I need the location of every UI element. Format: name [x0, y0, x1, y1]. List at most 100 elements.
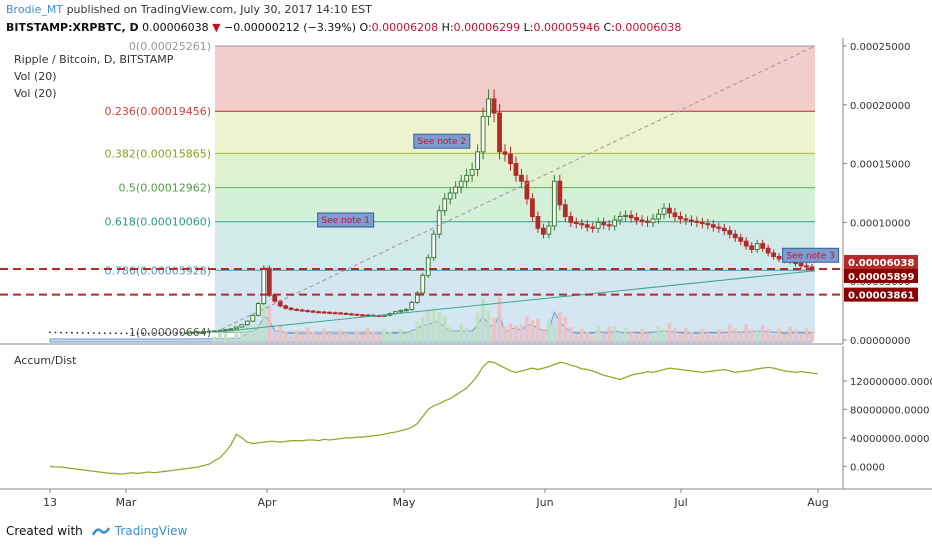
time-tick-label: Jun: [535, 496, 553, 509]
low-label: L:: [523, 21, 534, 34]
candle-body: [447, 192, 453, 200]
candle-body: [716, 226, 722, 229]
change-arrow-icon: ▼: [212, 21, 221, 34]
fib-zone: [215, 111, 815, 154]
candle-body: [584, 224, 590, 228]
volume-bar: [656, 326, 661, 342]
time-tick-label: 13: [43, 496, 57, 509]
candle-body: [551, 180, 557, 227]
candle-body: [645, 220, 650, 223]
volume-bar: [585, 331, 590, 342]
author-link[interactable]: Brodie_MT: [6, 3, 64, 16]
volume-bar: [464, 328, 469, 342]
candle-body: [316, 311, 322, 314]
volume-bar: [519, 324, 524, 342]
note-label: See note 2: [418, 137, 467, 147]
price-tick-label: 0.00015000: [850, 160, 910, 171]
candle-body: [535, 216, 541, 229]
volume-bar: [283, 331, 288, 342]
candle-body: [244, 320, 250, 326]
candle-body: [327, 311, 332, 314]
volume-bar: [771, 334, 776, 342]
volume-bar: [514, 325, 518, 342]
candle-body: [403, 308, 409, 312]
note-label: See note 3: [786, 251, 835, 261]
volume-bar: [530, 320, 535, 342]
candle-body: [738, 237, 744, 242]
price-dot: [81, 332, 84, 334]
volume-bar: [612, 326, 617, 342]
volume-bar: [607, 326, 612, 342]
candle-body: [190, 331, 195, 334]
volume-bar: [382, 328, 387, 342]
open-label: O:: [359, 21, 372, 34]
price-dot: [109, 332, 112, 335]
candle-body: [332, 312, 338, 315]
volume-bar: [590, 336, 595, 342]
volume-bar: [810, 330, 814, 342]
accum-tick-label: 120000000.0000: [850, 377, 932, 388]
volume-bar: [327, 332, 332, 342]
candle-body: [305, 310, 311, 313]
price-tag-label: 0.00006038: [848, 258, 914, 269]
price-chart[interactable]: 0(0.00025261) 0.236(0.00019456) 0.382(0.00…: [0, 38, 932, 520]
candle-body: [250, 314, 256, 322]
volume-bar: [459, 324, 464, 342]
candle-body: [628, 214, 634, 219]
candle-body: [804, 265, 809, 268]
volume-bar: [799, 333, 803, 342]
volume-bar: [475, 313, 480, 342]
candle-body: [727, 230, 733, 235]
candle-body: [425, 257, 431, 276]
volume-bar: [546, 319, 551, 342]
fib-level-label: 0.236(0.00019456): [104, 105, 211, 118]
volume-bar: [267, 305, 272, 342]
volume-bar: [239, 332, 244, 342]
accum-tick-label: 40000000.0000: [850, 434, 930, 445]
volume-bar: [371, 331, 376, 342]
fib-level-label: 0.786(0.00005928): [104, 264, 211, 277]
price-dot: [65, 331, 68, 334]
candle-body: [398, 310, 404, 313]
volume-bar: [535, 319, 540, 342]
candle-body: [721, 227, 727, 232]
price-dot: [147, 332, 150, 335]
volume-bar: [294, 330, 299, 342]
volume-bar: [366, 327, 370, 342]
candle-body: [634, 217, 639, 221]
candle-body: [639, 219, 645, 222]
volume-bar: [744, 324, 749, 342]
candle-body: [606, 224, 612, 227]
volume-bar: [492, 317, 496, 342]
candle-body: [672, 212, 678, 218]
candle-body: [453, 186, 459, 194]
candle-body: [754, 243, 760, 250]
candle-body: [546, 225, 552, 235]
time-tick-label: Apr: [257, 496, 277, 509]
tradingview-brand[interactable]: TradingView: [114, 524, 188, 538]
volume-bar: [404, 332, 409, 342]
volume-bar: [722, 332, 727, 342]
close-label: C:: [603, 21, 615, 34]
candle-body: [255, 303, 261, 316]
candle-body: [469, 168, 475, 176]
volume-bar: [448, 327, 453, 342]
volume-bar: [727, 324, 732, 342]
volume-bar: [278, 325, 283, 342]
accum-label: Accum/Dist: [14, 354, 77, 367]
volume-bar: [579, 328, 584, 342]
volume-bar: [453, 331, 458, 342]
price-tag-box: [844, 254, 918, 269]
volume-bar: [673, 328, 677, 342]
candle-body: [573, 221, 579, 225]
volume-bar: [777, 328, 782, 342]
candle-body: [699, 221, 705, 225]
vol-label-1: Vol (20): [14, 70, 57, 83]
price-dot: [175, 332, 177, 334]
candle-body: [420, 274, 426, 294]
candle-body: [288, 307, 294, 310]
candle-body: [562, 204, 568, 218]
price-dot: [98, 332, 101, 335]
volume-bar: [623, 327, 628, 342]
volume-bar: [541, 329, 546, 342]
